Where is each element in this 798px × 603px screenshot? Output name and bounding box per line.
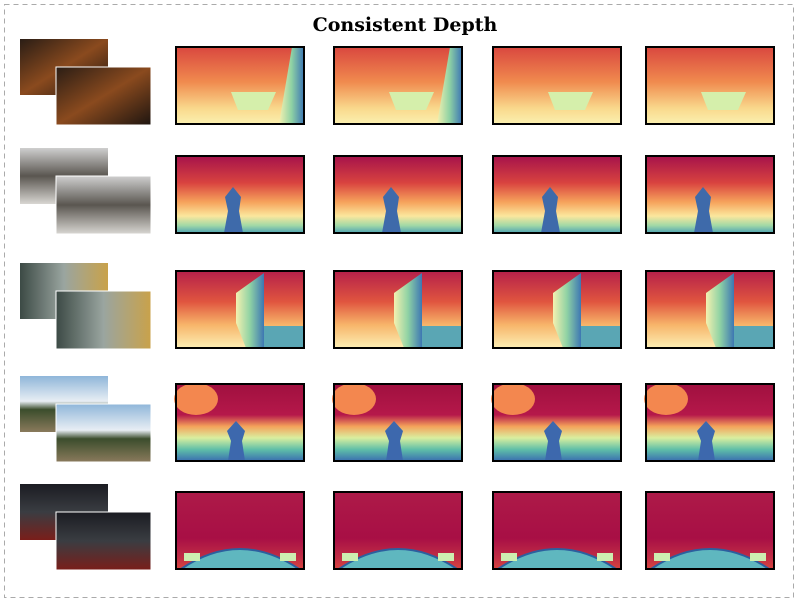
depth-figure	[385, 421, 403, 461]
depth-mirror	[597, 553, 613, 561]
depth-map	[492, 155, 622, 234]
depth-figure	[544, 421, 562, 461]
depth-object	[701, 92, 746, 110]
frame-thumb	[55, 511, 152, 571]
depth-mirror	[342, 553, 358, 561]
depth-tree	[332, 383, 376, 415]
frame-thumb	[55, 290, 152, 350]
frame-thumb	[55, 175, 152, 235]
depth-map	[175, 491, 305, 570]
depth-map	[333, 155, 463, 234]
depth-border	[175, 46, 305, 125]
figure-title: Consistent Depth	[313, 14, 498, 36]
depth-figure	[694, 187, 713, 233]
depth-border	[645, 270, 775, 349]
depth-border	[333, 491, 463, 570]
depth-map	[492, 46, 622, 125]
frame-thumb	[55, 403, 152, 463]
depth-border	[645, 46, 775, 125]
depth-figure	[541, 187, 560, 233]
depth-wall	[437, 47, 462, 124]
panels	[20, 39, 775, 571]
depth-map	[175, 155, 305, 234]
depth-border	[175, 155, 305, 234]
depth-figure	[227, 421, 245, 461]
depth-wall	[236, 273, 264, 348]
depth-map	[491, 383, 622, 462]
depth-wall	[279, 47, 304, 124]
depth-border	[645, 155, 775, 234]
depth-object	[231, 92, 276, 110]
input-frames	[20, 148, 152, 235]
depth-figure	[224, 187, 243, 233]
input-frames	[20, 484, 152, 571]
input-frames	[20, 376, 152, 463]
depth-figure	[382, 187, 401, 233]
depth-border	[333, 155, 463, 234]
depth-map	[175, 46, 305, 125]
depth-object	[548, 92, 593, 110]
depth-map	[333, 270, 463, 349]
depth-floor	[264, 326, 304, 348]
depth-border	[175, 383, 305, 462]
depth-map	[645, 491, 775, 570]
depth-border	[492, 270, 622, 349]
depth-border	[492, 383, 622, 462]
depth-mirror	[654, 553, 670, 561]
depth-mirror	[438, 553, 454, 561]
depth-map	[333, 46, 463, 125]
depth-floor	[581, 326, 621, 348]
depth-map	[175, 270, 305, 349]
depth-floor	[422, 326, 462, 348]
depth-mirror	[501, 553, 517, 561]
depth-border	[175, 491, 305, 570]
depth-map	[174, 383, 305, 462]
depth-wall	[706, 273, 734, 348]
input-frames	[20, 39, 152, 126]
depth-wall	[553, 273, 581, 348]
depth-bg	[493, 47, 621, 124]
depth-tree	[174, 383, 218, 415]
depth-map	[645, 270, 775, 349]
depth-mirror	[750, 553, 766, 561]
depth-tree	[644, 383, 688, 415]
frame-thumb	[55, 66, 152, 126]
depth-map	[645, 155, 775, 234]
depth-border	[333, 270, 463, 349]
depth-map	[492, 270, 622, 349]
depth-map	[333, 491, 463, 570]
input-frames	[20, 263, 152, 350]
depth-mirror	[184, 553, 200, 561]
depth-tree	[491, 383, 535, 415]
depth-mirror	[280, 553, 296, 561]
depth-border	[175, 270, 305, 349]
depth-border	[333, 383, 463, 462]
depth-figure	[697, 421, 715, 461]
depth-border	[333, 46, 463, 125]
depth-border	[492, 491, 622, 570]
frame	[4, 4, 794, 598]
depth-wall	[394, 273, 422, 348]
depth-object	[389, 92, 434, 110]
depth-bg	[646, 47, 774, 124]
depth-map	[644, 383, 775, 462]
depth-map	[492, 491, 622, 570]
depth-border	[645, 491, 775, 570]
depth-map	[645, 46, 775, 125]
depth-border	[492, 46, 622, 125]
depth-floor	[734, 326, 774, 348]
depth-map	[332, 383, 463, 462]
depth-border	[645, 383, 775, 462]
depth-border	[492, 155, 622, 234]
